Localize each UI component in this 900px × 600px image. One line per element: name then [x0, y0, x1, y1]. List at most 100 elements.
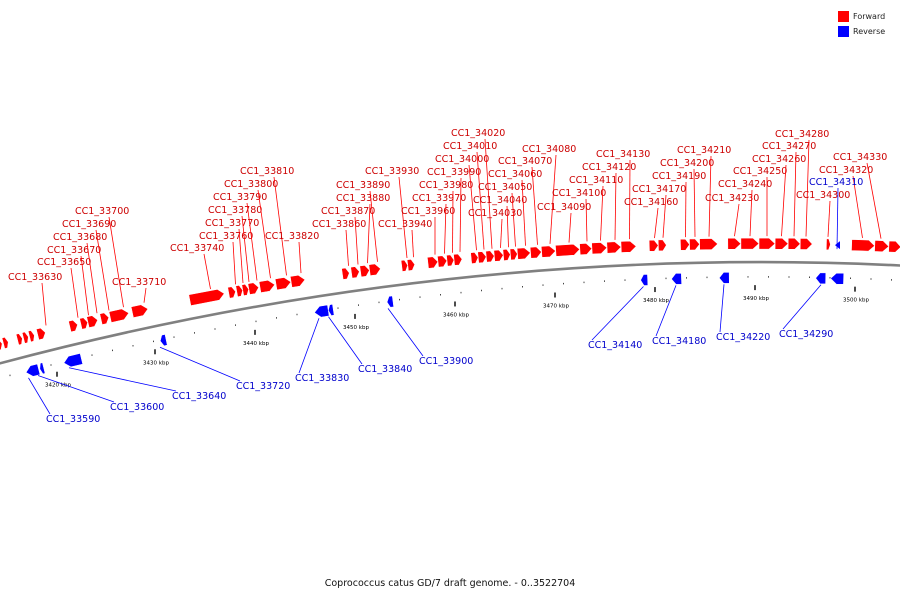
forward-gene-label: CC1_34130 [596, 149, 650, 160]
forward-gene-label: CC1_34280 [775, 129, 829, 140]
forward-gene [699, 238, 719, 250]
label-connector [273, 176, 287, 276]
label-connector [614, 172, 617, 240]
label-connector [511, 192, 516, 247]
reverse-gene [830, 272, 844, 285]
tick-label: 3480 kbp [643, 298, 669, 304]
forward-gene [579, 243, 593, 256]
forward-gene [657, 239, 667, 252]
forward-gene-label: CC1_33770 [205, 218, 259, 229]
label-connector [476, 151, 485, 250]
label-connector [662, 194, 667, 238]
forward-gene [188, 289, 225, 306]
forward-gene [502, 249, 511, 261]
forward-gene-label: CC1_34260 [752, 154, 806, 165]
forward-gene [620, 240, 637, 253]
forward-gene [368, 263, 381, 276]
forward-gene-label: CC1_34010 [443, 141, 497, 152]
label-connector [654, 207, 659, 239]
label-connector [444, 203, 447, 254]
forward-gene [477, 251, 487, 264]
reverse-gene [640, 274, 649, 286]
forward-gene-label: CC1_33880 [336, 193, 390, 204]
genome-caption: Coprococcus catus GD/7 draft genome. - 0… [324, 578, 576, 589]
forward-gene [0, 338, 3, 351]
forward-gene-label: CC1_34120 [582, 162, 636, 173]
forward-gene-label: CC1_33930 [365, 166, 419, 177]
forward-gene [359, 265, 370, 278]
label-connector [708, 155, 712, 237]
label-connector [805, 139, 810, 237]
forward-gene-label: CC1_33670 [47, 245, 101, 256]
reverse-gene-label: CC1_33900 [419, 356, 473, 367]
label-connector [28, 377, 51, 415]
label-connector [734, 203, 740, 237]
reverse-gene-label: CC1_34290 [779, 329, 833, 340]
reverse-gene-label: CC1_33840 [358, 364, 412, 375]
forward-gene [437, 255, 448, 268]
forward-gene [509, 248, 518, 261]
label-connector [159, 346, 241, 382]
reverse-gene-label: CC1_34180 [652, 336, 706, 347]
tick-label: 3470 kbp [543, 304, 569, 310]
forward-gene-label: CC1_34230 [705, 193, 759, 204]
reverse-gene-label: CC1_33830 [295, 373, 349, 384]
forward-gene-label: CC1_33990 [427, 167, 481, 178]
tick-label: 3500 kbp [843, 298, 869, 304]
label-connector [354, 216, 359, 265]
label-connector [203, 253, 211, 290]
label-connector [500, 218, 503, 248]
label-connector [468, 164, 477, 251]
reverse-gene [314, 304, 330, 318]
forward-gene-label: CC1_34000 [435, 154, 489, 165]
label-connector [367, 203, 371, 264]
label-connector [793, 151, 797, 237]
label-connector [629, 159, 631, 240]
label-connector [68, 367, 177, 392]
forward-gene [227, 286, 236, 299]
reverse-gene-label: CC1_33600 [110, 402, 164, 413]
forward-gene [15, 333, 23, 346]
forward-gene-label: CC1_33820 [265, 231, 319, 242]
forward-gene-label: CC1_34060 [488, 169, 542, 180]
forward-gene [648, 239, 659, 252]
forward-gene [341, 267, 350, 280]
reverse-gene [718, 272, 730, 284]
label-connector [41, 282, 47, 326]
label-connector [506, 205, 509, 248]
forward-gene-label: CC1_34270 [762, 141, 816, 152]
forward-gene-label: CC1_33710 [112, 277, 166, 288]
forward-gene-label: CC1_34090 [537, 202, 591, 213]
legend-forward-label: Forward [853, 12, 886, 21]
forward-gene [446, 254, 455, 267]
forward-gene-label: CC1_34210 [677, 145, 731, 156]
label-connector [80, 255, 89, 316]
label-connector [70, 267, 79, 318]
genome-backbone [0, 260, 900, 365]
forward-gene [108, 308, 130, 323]
label-connector [693, 168, 696, 237]
label-connector [655, 285, 677, 337]
label-connector [568, 212, 572, 243]
label-connector [143, 287, 147, 303]
label-connector [549, 154, 557, 244]
reverse-gene [63, 353, 83, 368]
forward-gene-label: CC1_34080 [522, 144, 576, 155]
legend-forward: Forward [838, 9, 885, 24]
forward-gene-label: CC1_34040 [473, 195, 527, 206]
forward-gene-label: CC1_33650 [37, 257, 91, 268]
tick-label: 3450 kbp [343, 325, 369, 331]
label-connector [484, 138, 493, 249]
forward-gene-label: CC1_33630 [8, 272, 62, 283]
forward-gene-label: CC1_34250 [733, 166, 787, 177]
forward-gene-label: CC1_34020 [451, 128, 505, 139]
label-connector [398, 176, 408, 259]
reverse-gene [328, 304, 335, 316]
label-connector [852, 175, 863, 238]
forward-gene [874, 240, 890, 252]
forward-gene [406, 259, 416, 271]
forward-gene-label: CC1_33870 [321, 206, 375, 217]
forward-gene [826, 238, 831, 251]
tick-label: 3490 kbp [743, 296, 769, 302]
forward-gene-label: CC1_33940 [378, 219, 432, 230]
